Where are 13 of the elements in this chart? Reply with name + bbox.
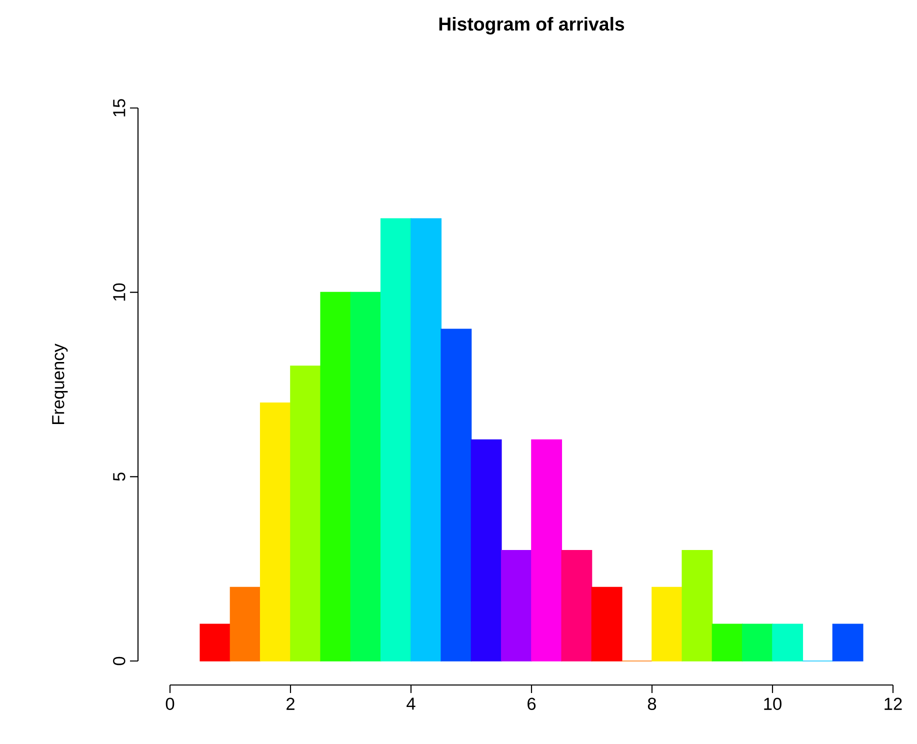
y-tick-label: 15 [113,99,126,116]
chart-title: Histogram of arrivals [439,16,624,34]
y-tick-label: 0 [113,656,126,666]
x-tick-label: 2 [286,698,294,710]
x-tick-label: 8 [648,698,656,710]
y-tick-label: 10 [113,283,126,301]
x-tick-label: 10 [764,698,782,710]
x-tick-label: 0 [166,698,174,710]
x-tick-label: 12 [884,698,902,710]
x-tick-label: 6 [528,698,536,710]
y-axis-title: Frequency [52,344,68,424]
x-tick-label: 4 [406,698,416,710]
y-tick-label: 5 [113,472,126,481]
